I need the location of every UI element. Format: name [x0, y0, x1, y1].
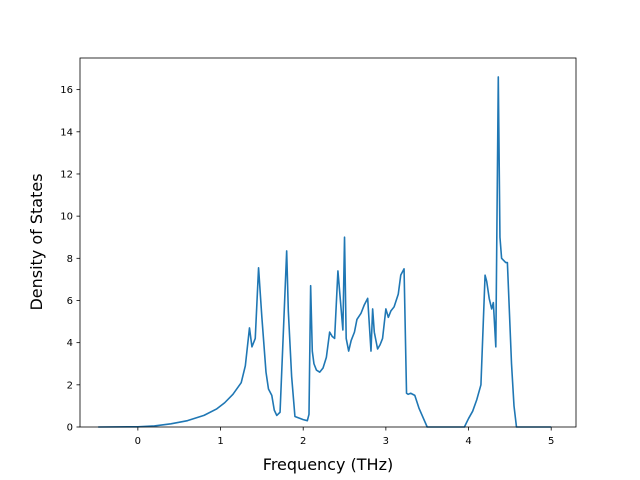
y-tick-label: 14 [60, 127, 73, 138]
y-tick-label: 2 [67, 380, 73, 391]
y-axis-ticks: 0 2 4 6 8 10 12 14 16 [60, 85, 80, 434]
x-axis-ticks: 0 1 2 3 4 5 [135, 427, 554, 447]
y-tick-label: 4 [67, 338, 73, 349]
plot-background [80, 58, 576, 427]
plot-frame [79, 57, 577, 428]
x-axis-label: Frequency (THz) [263, 455, 393, 474]
y-tick-label: 0 [67, 423, 73, 434]
x-tick-label: 5 [548, 436, 554, 447]
x-tick-label: 2 [300, 436, 306, 447]
x-tick-label: 1 [217, 436, 223, 447]
y-axis-label: Density of States [27, 173, 46, 310]
y-tick-label: 12 [60, 169, 73, 180]
x-tick-label: 0 [135, 436, 141, 447]
x-tick-label: 4 [465, 436, 471, 447]
dos-series-line [98, 76, 552, 428]
y-tick-label: 6 [67, 296, 73, 307]
x-tick-label: 3 [383, 436, 389, 447]
y-tick-label: 8 [67, 254, 73, 265]
y-tick-label: 10 [60, 212, 73, 223]
y-tick-label: 16 [60, 85, 73, 96]
